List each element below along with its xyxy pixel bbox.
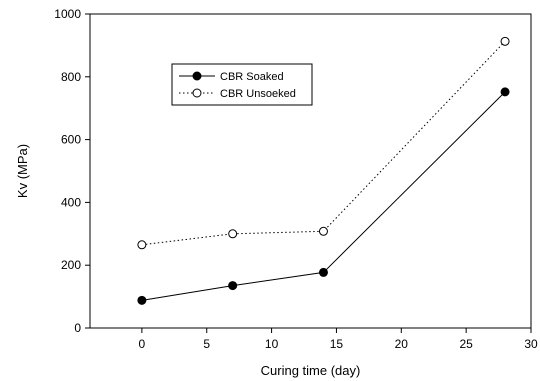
x-tick-label: 20 <box>395 337 409 351</box>
data-point <box>500 87 510 97</box>
series-line <box>141 91 506 301</box>
x-tick-label: 5 <box>203 337 210 351</box>
y-tick-label: 400 <box>61 195 81 209</box>
plot-frame <box>89 13 532 329</box>
series-1 <box>137 87 510 305</box>
y-axis-ticks: 0 200 400 600 800 1000 <box>54 7 90 335</box>
y-axis-label: Kv (MPa) <box>15 144 30 198</box>
x-tick-label: 10 <box>265 337 279 351</box>
x-axis-label: Curing time (day) <box>261 363 361 378</box>
data-point <box>137 295 147 305</box>
data-point <box>228 281 238 291</box>
series-2 <box>137 36 510 250</box>
x-tick-label: 30 <box>524 337 538 351</box>
y-tick-label: 600 <box>61 133 81 147</box>
legend-marker <box>192 88 202 98</box>
y-tick-label: 800 <box>61 70 81 84</box>
x-tick-label: 25 <box>459 337 473 351</box>
legend-label: CBR Soaked <box>220 71 284 83</box>
data-point <box>137 240 147 250</box>
y-tick-label: 1000 <box>54 7 81 21</box>
series-layer <box>137 36 510 305</box>
y-tick-label: 200 <box>61 258 81 272</box>
x-axis-ticks: 0 5 10 15 20 25 30 <box>139 328 538 351</box>
x-tick-label: 15 <box>330 337 344 351</box>
data-point <box>500 36 510 46</box>
x-tick-label: 0 <box>139 337 146 351</box>
legend-box <box>171 63 313 106</box>
legend: CBR Soaked CBR Unsoeked <box>171 63 313 106</box>
data-point <box>318 267 328 277</box>
data-point <box>318 226 328 236</box>
legend-marker <box>192 71 202 81</box>
data-point <box>228 229 238 239</box>
legend-label: CBR Unsoeked <box>220 88 296 100</box>
series-line <box>141 40 506 246</box>
y-tick-label: 0 <box>74 321 81 335</box>
